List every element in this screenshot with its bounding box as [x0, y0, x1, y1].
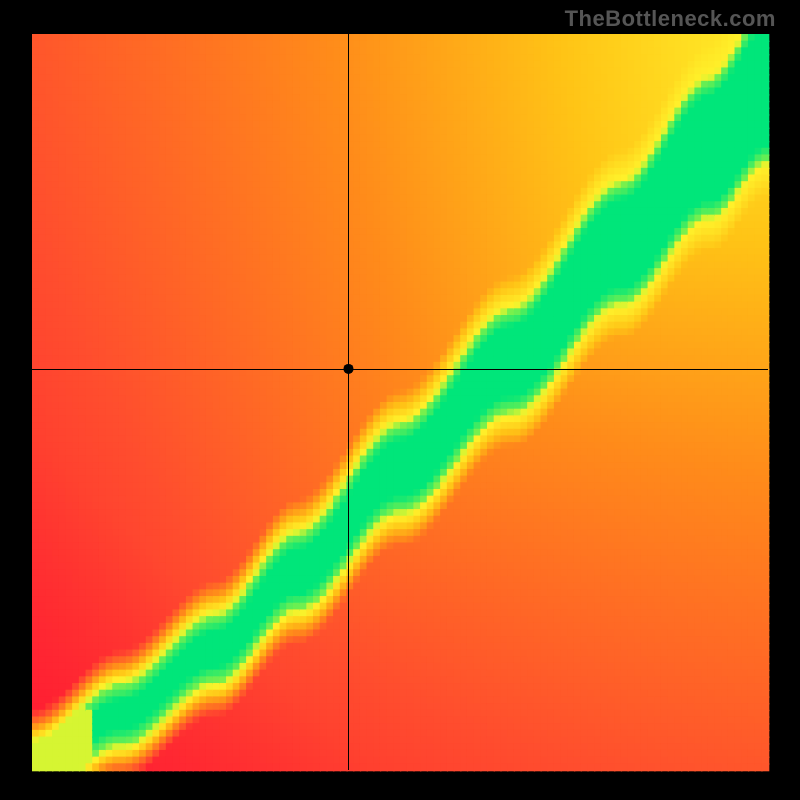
- watermark-text: TheBottleneck.com: [565, 6, 776, 32]
- chart-container: TheBottleneck.com: [0, 0, 800, 800]
- bottleneck-heatmap-canvas: [0, 0, 800, 800]
